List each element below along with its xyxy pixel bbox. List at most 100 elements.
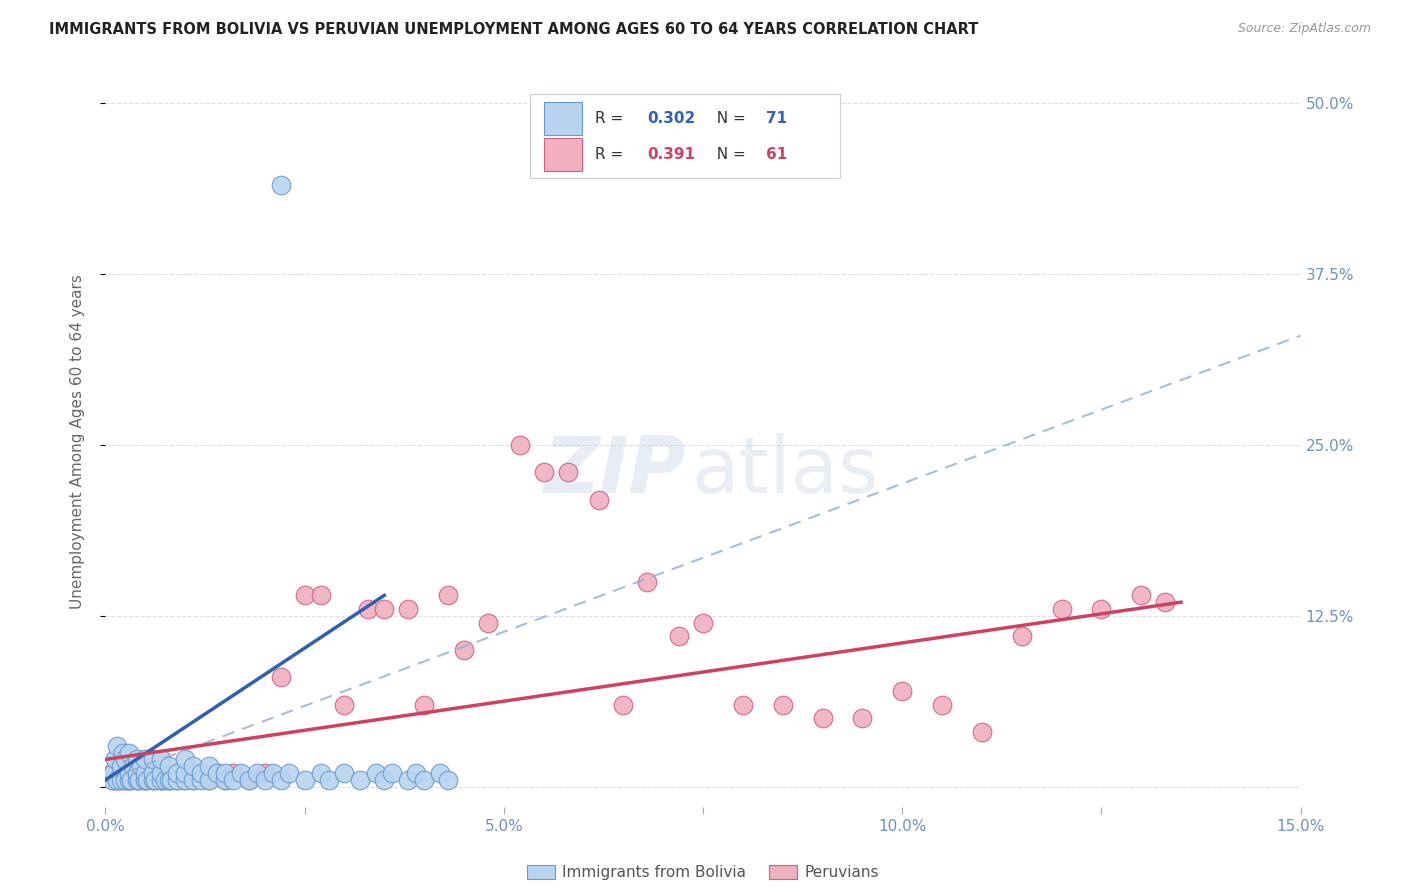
Point	[107, 772, 129, 787]
Point	[190, 766, 212, 780]
Legend: Immigrants from Bolivia, Peruvians: Immigrants from Bolivia, Peruvians	[522, 859, 884, 886]
Point	[110, 772, 132, 787]
Point	[222, 772, 245, 787]
Point	[143, 772, 166, 787]
Point	[174, 766, 197, 780]
Point	[128, 772, 150, 787]
Text: 61: 61	[766, 146, 787, 161]
Point	[142, 766, 165, 780]
Point	[150, 766, 173, 780]
Point	[110, 766, 132, 780]
Point	[373, 772, 395, 787]
Point	[190, 772, 212, 787]
FancyBboxPatch shape	[544, 137, 582, 170]
Point	[246, 766, 269, 780]
Point	[229, 766, 252, 780]
Point	[405, 766, 427, 780]
Point	[120, 772, 142, 787]
Point	[159, 772, 181, 787]
Point	[114, 772, 136, 787]
Point	[373, 602, 395, 616]
Point	[270, 178, 292, 193]
Y-axis label: Unemployment Among Ages 60 to 64 years: Unemployment Among Ages 60 to 64 years	[70, 274, 84, 609]
Point	[150, 752, 173, 766]
Point	[142, 766, 165, 780]
Text: ZIP: ZIP	[543, 433, 685, 508]
Point	[270, 772, 292, 787]
Point	[181, 772, 204, 787]
Point	[127, 752, 149, 766]
Text: 0.302: 0.302	[647, 111, 695, 126]
FancyBboxPatch shape	[530, 95, 841, 178]
Point	[101, 772, 124, 787]
Point	[396, 602, 419, 616]
Point	[198, 772, 221, 787]
Point	[366, 766, 388, 780]
Point	[157, 772, 180, 787]
Text: R =: R =	[596, 146, 628, 161]
Point	[114, 752, 136, 766]
Point	[174, 752, 197, 766]
Point	[205, 766, 228, 780]
Point	[262, 766, 284, 780]
Point	[118, 772, 141, 787]
Point	[429, 766, 451, 780]
Point	[127, 772, 149, 787]
Point	[114, 772, 136, 787]
Point	[851, 711, 873, 725]
Point	[107, 772, 129, 787]
Point	[110, 759, 132, 773]
Point	[118, 772, 141, 787]
Point	[135, 772, 157, 787]
Point	[127, 766, 149, 780]
Point	[142, 772, 165, 787]
Point	[166, 772, 188, 787]
Point	[129, 759, 153, 773]
Point	[174, 772, 197, 787]
Point	[134, 772, 156, 787]
Point	[413, 698, 436, 712]
Point	[118, 766, 141, 780]
Point	[557, 465, 579, 479]
Point	[127, 766, 149, 780]
Point	[111, 746, 134, 760]
Point	[118, 772, 141, 787]
Point	[150, 772, 173, 787]
Point	[333, 698, 356, 712]
Point	[437, 588, 460, 602]
Point	[181, 772, 204, 787]
Point	[772, 698, 794, 712]
Point	[381, 766, 404, 780]
Point	[1090, 602, 1112, 616]
Point	[294, 588, 316, 602]
Point	[214, 766, 236, 780]
Point	[891, 684, 914, 698]
Point	[333, 766, 356, 780]
Point	[118, 746, 141, 760]
Text: 71: 71	[766, 111, 787, 126]
Point	[134, 752, 156, 766]
Point	[1154, 595, 1177, 609]
Point	[153, 772, 177, 787]
Point	[588, 492, 610, 507]
Point	[318, 772, 340, 787]
Point	[101, 766, 124, 780]
Point	[238, 772, 260, 787]
Point	[181, 759, 204, 773]
Point	[134, 766, 156, 780]
Point	[357, 602, 380, 616]
Point	[157, 759, 180, 773]
Point	[612, 698, 634, 712]
Point	[294, 772, 316, 787]
Text: R =: R =	[596, 111, 628, 126]
Text: IMMIGRANTS FROM BOLIVIA VS PERUVIAN UNEMPLOYMENT AMONG AGES 60 TO 64 YEARS CORRE: IMMIGRANTS FROM BOLIVIA VS PERUVIAN UNEM…	[49, 22, 979, 37]
Point	[509, 438, 531, 452]
Point	[668, 629, 690, 643]
Point	[396, 772, 419, 787]
Point	[122, 759, 145, 773]
Point	[214, 772, 236, 787]
Point	[142, 772, 165, 787]
FancyBboxPatch shape	[544, 102, 582, 135]
Point	[533, 465, 555, 479]
Point	[222, 766, 245, 780]
